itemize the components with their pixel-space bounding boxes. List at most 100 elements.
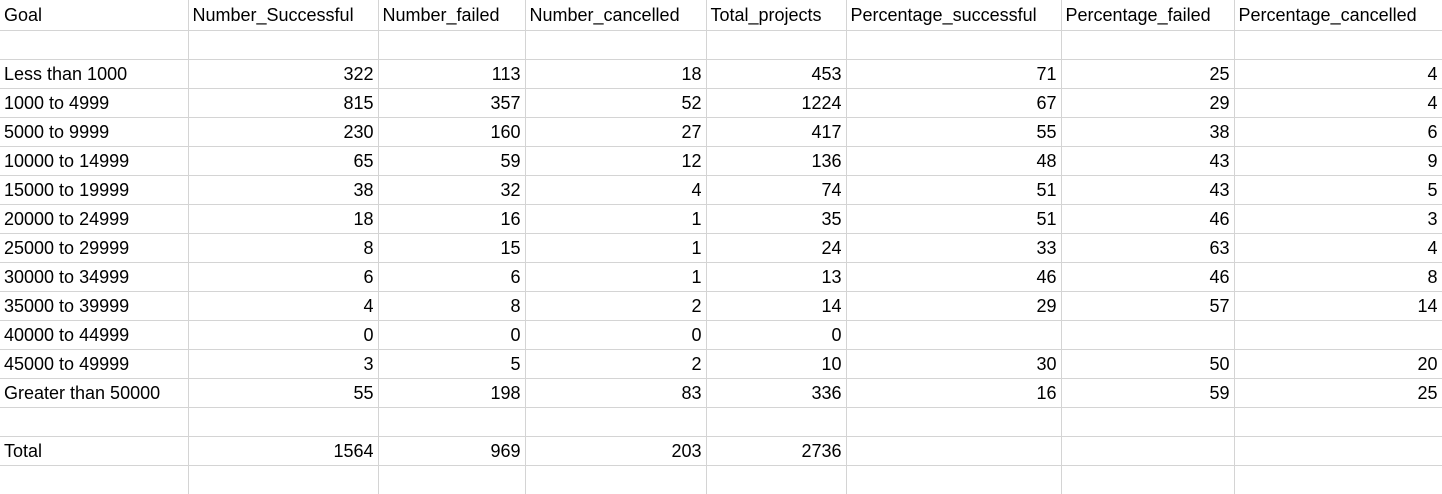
cell-goal[interactable] xyxy=(0,407,189,437)
cell-percentage-failed[interactable]: 43 xyxy=(1061,175,1235,205)
cell-number-successful[interactable]: 18 xyxy=(188,204,379,234)
cell-total-projects[interactable]: 0 xyxy=(706,320,847,350)
cell-percentage-cancelled[interactable] xyxy=(1234,30,1442,60)
cell-goal[interactable]: 20000 to 24999 xyxy=(0,204,189,234)
cell-percentage-successful[interactable]: 30 xyxy=(846,349,1062,379)
cell-number-cancelled[interactable]: 1 xyxy=(525,262,707,292)
cell-number-successful[interactable]: 4 xyxy=(188,291,379,321)
column-header-percentage-successful[interactable]: Percentage_successful xyxy=(846,0,1062,31)
cell-goal[interactable]: 35000 to 39999 xyxy=(0,291,189,321)
cell-percentage-cancelled[interactable]: 6 xyxy=(1234,117,1442,147)
cell-number-successful[interactable]: 322 xyxy=(188,59,379,89)
cell-number-failed[interactable]: 198 xyxy=(378,378,526,408)
cell-percentage-successful[interactable]: 33 xyxy=(846,233,1062,263)
cell-total-projects[interactable]: 136 xyxy=(706,146,847,176)
column-header-number-successful[interactable]: Number_Successful xyxy=(188,0,379,31)
cell-percentage-cancelled[interactable] xyxy=(1234,436,1442,466)
cell-percentage-cancelled[interactable]: 25 xyxy=(1234,378,1442,408)
cell-percentage-cancelled[interactable]: 4 xyxy=(1234,233,1442,263)
column-header-percentage-failed[interactable]: Percentage_failed xyxy=(1061,0,1235,31)
cell-total-projects[interactable]: 74 xyxy=(706,175,847,205)
cell-percentage-failed[interactable] xyxy=(1061,407,1235,437)
cell-percentage-successful[interactable]: 16 xyxy=(846,378,1062,408)
cell-percentage-successful[interactable] xyxy=(846,407,1062,437)
cell-goal[interactable]: 15000 to 19999 xyxy=(0,175,189,205)
cell-percentage-failed[interactable]: 29 xyxy=(1061,88,1235,118)
cell-percentage-successful[interactable]: 51 xyxy=(846,175,1062,205)
cell-number-cancelled[interactable]: 1 xyxy=(525,233,707,263)
cell-total-projects[interactable]: 2736 xyxy=(706,436,847,466)
cell-number-cancelled[interactable]: 2 xyxy=(525,291,707,321)
cell-number-failed[interactable]: 357 xyxy=(378,88,526,118)
cell-number-successful[interactable]: 6 xyxy=(188,262,379,292)
cell-total-projects[interactable]: 1224 xyxy=(706,88,847,118)
column-header-total-projects[interactable]: Total_projects xyxy=(706,0,847,31)
cell-percentage-cancelled[interactable]: 4 xyxy=(1234,59,1442,89)
cell-number-failed[interactable] xyxy=(378,465,526,494)
cell-number-failed[interactable] xyxy=(378,407,526,437)
cell-goal[interactable] xyxy=(0,465,189,494)
cell-total-projects[interactable]: 13 xyxy=(706,262,847,292)
cell-number-failed[interactable]: 969 xyxy=(378,436,526,466)
cell-goal[interactable]: Less than 1000 xyxy=(0,59,189,89)
cell-number-cancelled[interactable]: 18 xyxy=(525,59,707,89)
cell-number-successful[interactable]: 815 xyxy=(188,88,379,118)
cell-number-failed[interactable]: 15 xyxy=(378,233,526,263)
cell-number-failed[interactable]: 16 xyxy=(378,204,526,234)
cell-percentage-cancelled[interactable] xyxy=(1234,407,1442,437)
cell-percentage-successful[interactable] xyxy=(846,30,1062,60)
cell-number-failed[interactable]: 113 xyxy=(378,59,526,89)
cell-percentage-successful[interactable] xyxy=(846,465,1062,494)
cell-percentage-cancelled[interactable] xyxy=(1234,320,1442,350)
cell-number-cancelled[interactable]: 52 xyxy=(525,88,707,118)
cell-total-projects[interactable]: 417 xyxy=(706,117,847,147)
column-header-goal[interactable]: Goal xyxy=(0,0,189,31)
cell-percentage-cancelled[interactable]: 14 xyxy=(1234,291,1442,321)
column-header-percentage-cancelled[interactable]: Percentage_cancelled xyxy=(1234,0,1442,31)
cell-percentage-cancelled[interactable]: 4 xyxy=(1234,88,1442,118)
cell-number-successful[interactable]: 65 xyxy=(188,146,379,176)
cell-percentage-cancelled[interactable]: 20 xyxy=(1234,349,1442,379)
cell-percentage-successful[interactable]: 46 xyxy=(846,262,1062,292)
cell-percentage-failed[interactable]: 59 xyxy=(1061,378,1235,408)
cell-goal[interactable]: 45000 to 49999 xyxy=(0,349,189,379)
cell-number-cancelled[interactable]: 1 xyxy=(525,204,707,234)
cell-number-cancelled[interactable] xyxy=(525,407,707,437)
cell-total-projects[interactable] xyxy=(706,465,847,494)
cell-percentage-failed[interactable]: 25 xyxy=(1061,59,1235,89)
cell-total-projects[interactable]: 10 xyxy=(706,349,847,379)
cell-goal[interactable]: Total xyxy=(0,436,189,466)
cell-percentage-failed[interactable]: 63 xyxy=(1061,233,1235,263)
cell-percentage-cancelled[interactable] xyxy=(1234,465,1442,494)
cell-goal[interactable]: 5000 to 9999 xyxy=(0,117,189,147)
cell-goal[interactable]: 30000 to 34999 xyxy=(0,262,189,292)
cell-number-cancelled[interactable]: 0 xyxy=(525,320,707,350)
cell-total-projects[interactable]: 35 xyxy=(706,204,847,234)
cell-percentage-successful[interactable]: 29 xyxy=(846,291,1062,321)
cell-percentage-successful[interactable]: 51 xyxy=(846,204,1062,234)
cell-goal[interactable]: 10000 to 14999 xyxy=(0,146,189,176)
cell-number-cancelled[interactable]: 2 xyxy=(525,349,707,379)
cell-goal[interactable]: 1000 to 4999 xyxy=(0,88,189,118)
cell-percentage-successful[interactable] xyxy=(846,436,1062,466)
cell-number-cancelled[interactable] xyxy=(525,465,707,494)
cell-percentage-failed[interactable]: 50 xyxy=(1061,349,1235,379)
cell-number-cancelled[interactable] xyxy=(525,30,707,60)
cell-percentage-successful[interactable]: 67 xyxy=(846,88,1062,118)
cell-percentage-failed[interactable] xyxy=(1061,320,1235,350)
cell-number-failed[interactable]: 0 xyxy=(378,320,526,350)
cell-number-cancelled[interactable]: 12 xyxy=(525,146,707,176)
cell-number-successful[interactable]: 8 xyxy=(188,233,379,263)
cell-goal[interactable]: 40000 to 44999 xyxy=(0,320,189,350)
cell-number-successful[interactable]: 55 xyxy=(188,378,379,408)
cell-percentage-cancelled[interactable]: 3 xyxy=(1234,204,1442,234)
cell-number-failed[interactable]: 160 xyxy=(378,117,526,147)
cell-total-projects[interactable]: 453 xyxy=(706,59,847,89)
cell-percentage-failed[interactable] xyxy=(1061,465,1235,494)
cell-number-successful[interactable]: 0 xyxy=(188,320,379,350)
cell-number-failed[interactable]: 5 xyxy=(378,349,526,379)
cell-percentage-failed[interactable] xyxy=(1061,30,1235,60)
cell-number-cancelled[interactable]: 4 xyxy=(525,175,707,205)
cell-number-successful[interactable] xyxy=(188,465,379,494)
cell-number-successful[interactable]: 230 xyxy=(188,117,379,147)
